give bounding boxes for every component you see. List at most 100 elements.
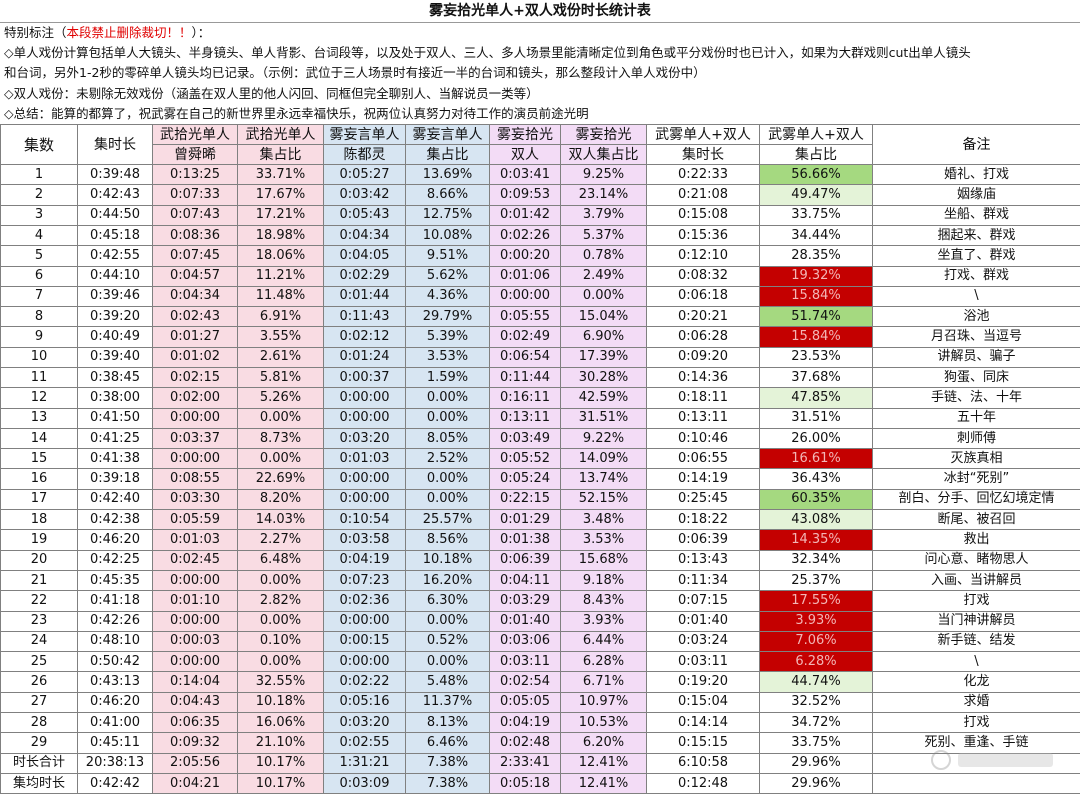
cell-episode: 12 <box>1 388 78 408</box>
cell-duration: 0:38:45 <box>78 367 153 387</box>
cell-duo: 0:13:11 <box>490 408 561 428</box>
cell-duration: 0:42:26 <box>78 611 153 631</box>
cell-duration: 0:39:40 <box>78 347 153 367</box>
header-xu-solo-sub: 陈都灵 <box>324 145 406 165</box>
cell-wu-solo: 0:01:03 <box>153 530 238 550</box>
cell-duo-ratio: 3.79% <box>561 205 647 225</box>
cell-xu-ratio: 10.18% <box>406 550 490 570</box>
cell-duo: 0:03:49 <box>490 428 561 448</box>
cell-total: 0:03:24 <box>647 631 760 651</box>
cell-note: 婚礼、打戏 <box>873 165 1080 185</box>
header-total-sub: 集时长 <box>647 145 760 165</box>
cell-xu-solo: 0:03:58 <box>324 530 406 550</box>
cell-episode: 10 <box>1 347 78 367</box>
cell-episode: 24 <box>1 631 78 651</box>
cell-episode: 4 <box>1 225 78 245</box>
cell-note: 姻缘庙 <box>873 185 1080 205</box>
cell-duration: 0:42:55 <box>78 246 153 266</box>
cell-xu-ratio: 5.48% <box>406 672 490 692</box>
cell-xu-solo: 0:05:27 <box>324 165 406 185</box>
cell-episode: 8 <box>1 307 78 327</box>
cell-xu-ratio: 6.30% <box>406 591 490 611</box>
cell-xu-solo: 0:01:44 <box>324 286 406 306</box>
cell-note: \ <box>873 286 1080 306</box>
cell-episode: 1 <box>1 165 78 185</box>
cell-total: 6:10:58 <box>647 753 760 773</box>
cell-duo-ratio: 9.22% <box>561 428 647 448</box>
cell-wu-ratio: 8.73% <box>238 428 324 448</box>
cell-total: 0:09:20 <box>647 347 760 367</box>
cell-xu-solo: 0:10:54 <box>324 510 406 530</box>
cell-wu-ratio: 33.71% <box>238 165 324 185</box>
cell-wu-solo: 0:02:45 <box>153 550 238 570</box>
cell-note: 救出 <box>873 530 1080 550</box>
cell-xu-solo: 0:02:12 <box>324 327 406 347</box>
cell-wu-ratio: 6.48% <box>238 550 324 570</box>
cell-duration: 0:40:49 <box>78 327 153 347</box>
cell-total: 0:11:34 <box>647 570 760 590</box>
cell-xu-solo: 0:00:00 <box>324 388 406 408</box>
cell-duo-ratio: 6.71% <box>561 672 647 692</box>
cell-xu-ratio: 10.08% <box>406 225 490 245</box>
cell-wu-solo: 0:08:55 <box>153 469 238 489</box>
cell-xu-ratio: 4.36% <box>406 286 490 306</box>
header-total-ratio: 武雾单人+双人 <box>760 125 873 145</box>
cell-wu-ratio: 10.17% <box>238 753 324 773</box>
cell-total-ratio: 60.35% <box>760 489 873 509</box>
header-total: 武雾单人+双人 <box>647 125 760 145</box>
header-duo-ratio-sub: 双人集占比 <box>561 145 647 165</box>
cell-total: 0:15:36 <box>647 225 760 245</box>
cell-total-ratio: 31.51% <box>760 408 873 428</box>
cell-wu-ratio: 10.17% <box>238 773 324 793</box>
cell-xu-ratio: 8.56% <box>406 530 490 550</box>
cell-wu-ratio: 21.10% <box>238 733 324 753</box>
cell-xu-ratio: 16.20% <box>406 570 490 590</box>
cell-total-ratio: 36.43% <box>760 469 873 489</box>
cell-duo-ratio: 2.49% <box>561 266 647 286</box>
cell-wu-solo: 0:00:00 <box>153 449 238 469</box>
cell-episode: 5 <box>1 246 78 266</box>
cell-xu-ratio: 0.00% <box>406 469 490 489</box>
cell-xu-ratio: 0.52% <box>406 631 490 651</box>
cell-xu-ratio: 0.00% <box>406 408 490 428</box>
cell-note: 坐船、群戏 <box>873 205 1080 225</box>
cell-note: 当门神讲解员 <box>873 611 1080 631</box>
cell-total-ratio: 47.85% <box>760 388 873 408</box>
cell-duo-ratio: 10.53% <box>561 713 647 733</box>
cell-xu-solo: 0:00:00 <box>324 611 406 631</box>
cell-duo: 0:02:48 <box>490 733 561 753</box>
cell-total-ratio: 7.06% <box>760 631 873 651</box>
cell-xu-ratio: 29.79% <box>406 307 490 327</box>
notes-section: 特别标注（本段禁止删除裁切！！）： ◇单人戏份计算包括单人大镜头、半身镜头、单人… <box>0 23 1080 124</box>
cell-wu-solo: 0:00:00 <box>153 611 238 631</box>
cell-wu-ratio: 0.00% <box>238 611 324 631</box>
cell-xu-ratio: 0.00% <box>406 388 490 408</box>
cell-xu-ratio: 5.62% <box>406 266 490 286</box>
cell-duo-ratio: 12.41% <box>561 753 647 773</box>
cell-duration: 0:39:20 <box>78 307 153 327</box>
watermark <box>928 747 1058 773</box>
cell-wu-solo: 0:04:34 <box>153 286 238 306</box>
cell-episode: 6 <box>1 266 78 286</box>
cell-duo: 0:04:19 <box>490 713 561 733</box>
cell-total: 0:07:15 <box>647 591 760 611</box>
cell-wu-solo: 0:02:00 <box>153 388 238 408</box>
cell-duo-ratio: 6.44% <box>561 631 647 651</box>
cell-wu-solo: 0:00:00 <box>153 408 238 428</box>
cell-total-ratio: 25.37% <box>760 570 873 590</box>
cell-total-ratio: 32.34% <box>760 550 873 570</box>
cell-duo-ratio: 5.37% <box>561 225 647 245</box>
cell-xu-ratio: 0.00% <box>406 652 490 672</box>
cell-duo-ratio: 0.78% <box>561 246 647 266</box>
cell-episode: 9 <box>1 327 78 347</box>
cell-duration: 0:42:42 <box>78 773 153 793</box>
cell-note: 五十年 <box>873 408 1080 428</box>
cell-episode: 25 <box>1 652 78 672</box>
cell-xu-solo: 1:31:21 <box>324 753 406 773</box>
cell-duo-ratio: 3.48% <box>561 510 647 530</box>
cell-duration: 0:41:25 <box>78 428 153 448</box>
